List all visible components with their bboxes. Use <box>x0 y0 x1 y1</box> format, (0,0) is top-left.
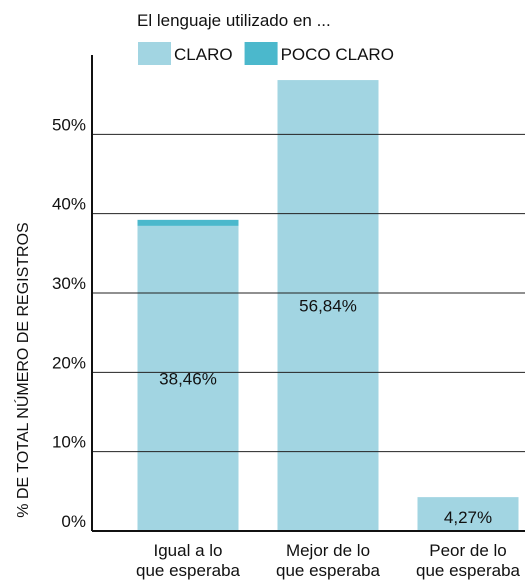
y-tick-label: 40% <box>52 195 86 214</box>
bar-segment <box>417 497 519 531</box>
chart-title: El lenguaje utilizado en ... <box>137 11 331 30</box>
bar-segment <box>277 80 379 531</box>
y-axis-label: % DE TOTAL NÚMERO DE REGISTROS <box>13 222 32 517</box>
data-label: 4,27% <box>444 508 492 527</box>
x-tick-label: Peor de lo que esperaba <box>416 541 521 580</box>
data-label: 56,84% <box>299 297 357 316</box>
y-tick-label: 50% <box>52 115 86 134</box>
y-tick-label: 30% <box>52 274 86 293</box>
legend-swatch <box>138 42 171 65</box>
bar-segment <box>137 225 239 531</box>
data-label: 38,46% <box>159 369 217 388</box>
legend-swatch <box>244 42 278 65</box>
y-tick-label: 20% <box>52 353 86 372</box>
y-tick-label: 0% <box>61 512 86 531</box>
x-tick-label: Igual a lo que esperaba <box>136 541 241 580</box>
x-tick-label: Mejor de lo que esperaba <box>276 541 381 580</box>
y-tick-label: 10% <box>52 433 86 452</box>
legend-label: POCO CLARO <box>281 45 394 64</box>
legend-label: CLARO <box>174 45 233 64</box>
bar-segment <box>137 219 239 226</box>
